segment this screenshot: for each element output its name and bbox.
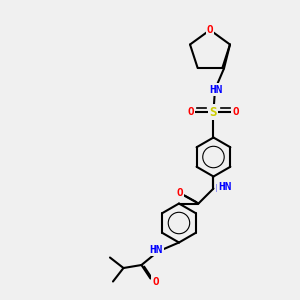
Text: O: O bbox=[176, 188, 183, 198]
Text: O: O bbox=[232, 107, 239, 117]
Text: O: O bbox=[207, 25, 213, 35]
Text: HN: HN bbox=[210, 85, 223, 94]
Text: HN: HN bbox=[218, 182, 232, 192]
Text: S: S bbox=[210, 106, 217, 118]
Text: O: O bbox=[188, 107, 194, 117]
Text: O: O bbox=[152, 277, 159, 286]
Text: HN: HN bbox=[150, 245, 163, 255]
Text: NH: NH bbox=[216, 184, 229, 194]
